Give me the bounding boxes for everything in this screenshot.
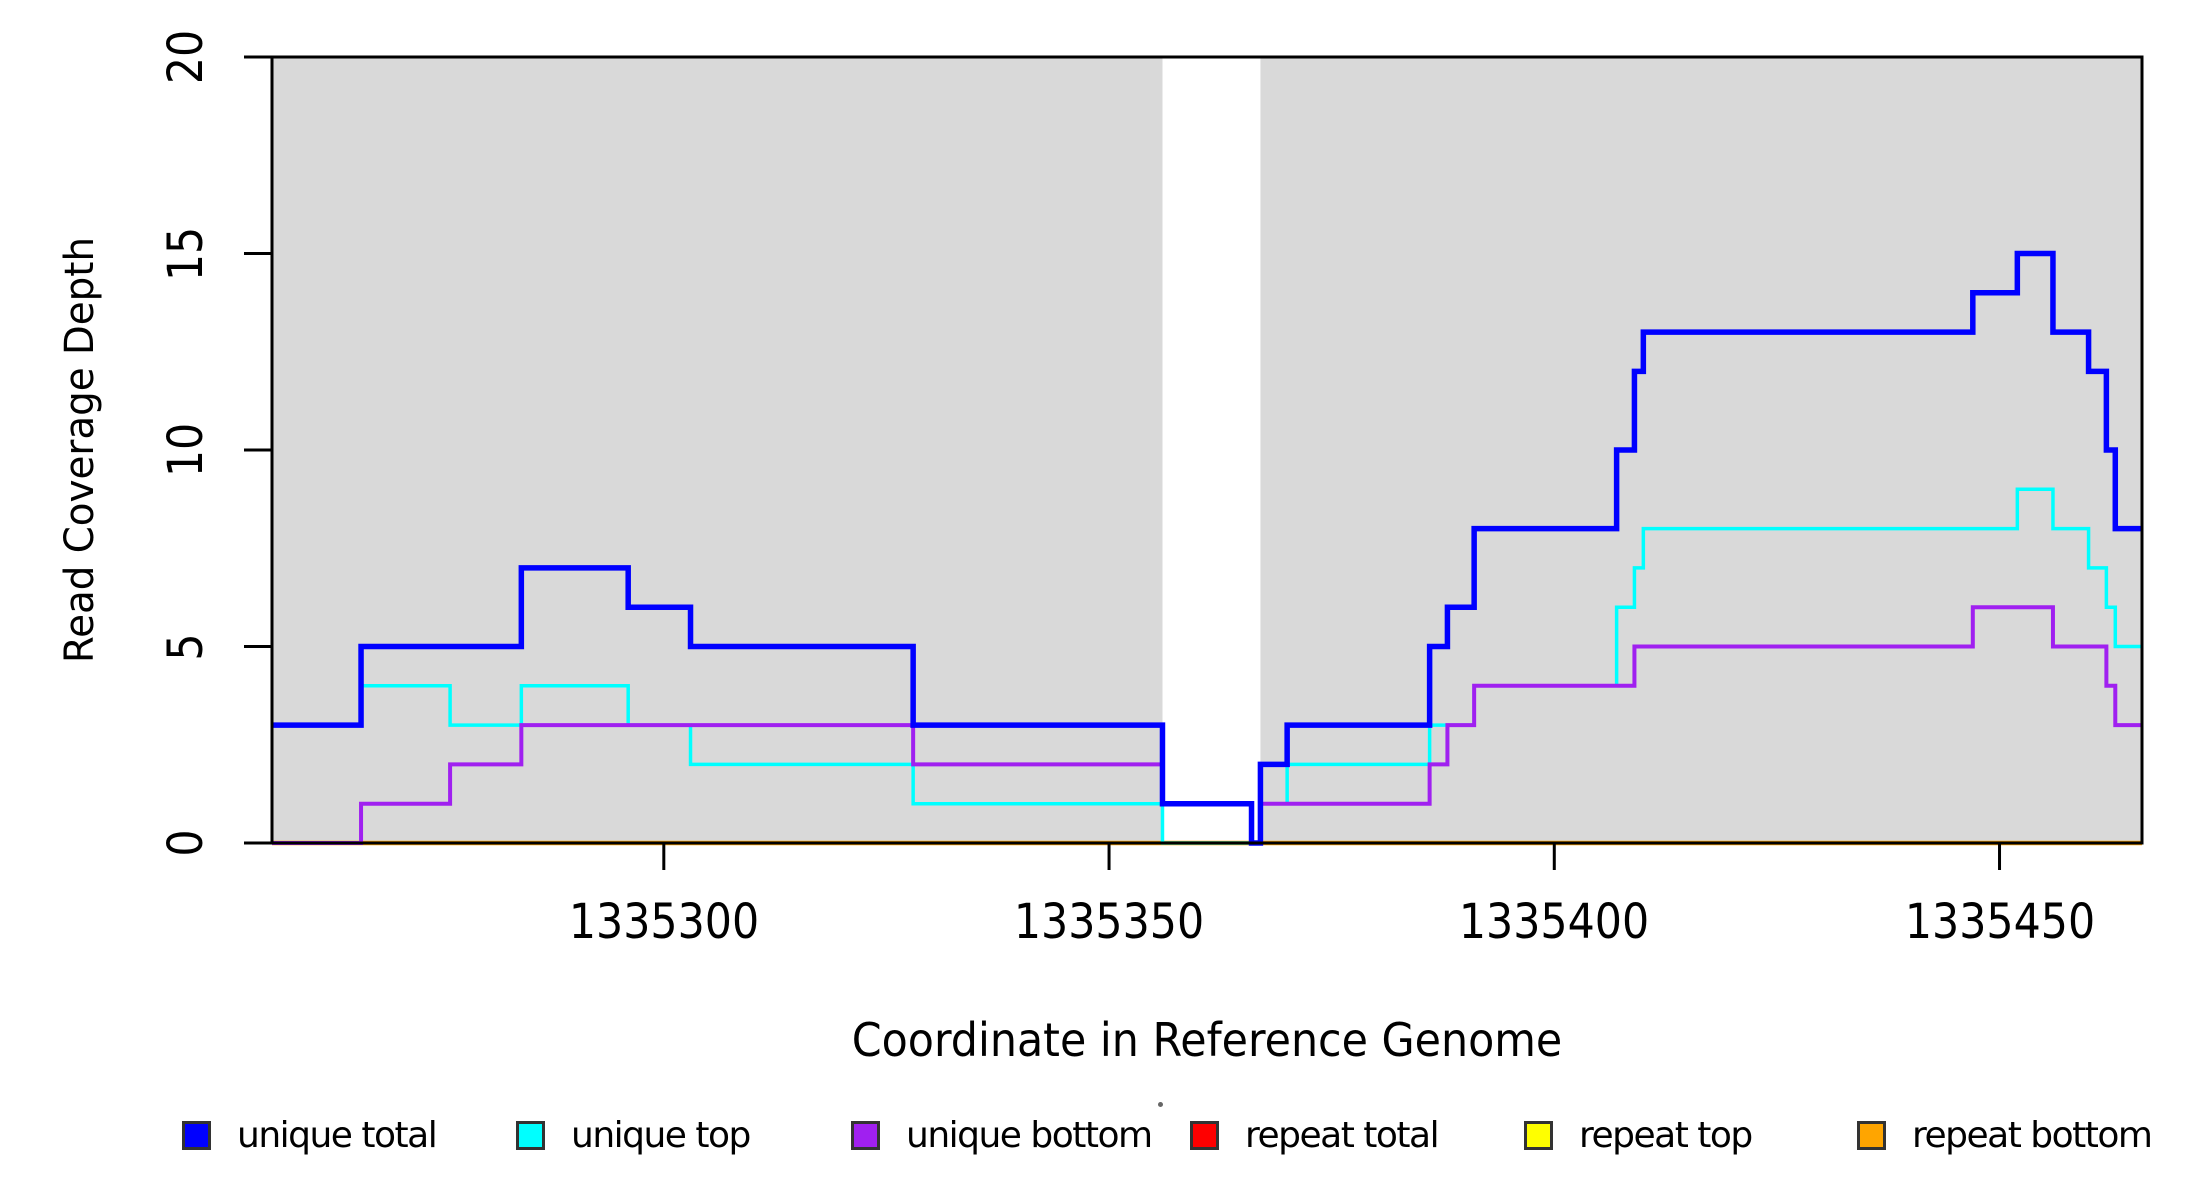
legend-swatch-icon bbox=[1857, 1120, 1886, 1150]
legend-item-unique-bottom: unique bottom bbox=[851, 1115, 1153, 1156]
x-tick-label: 1335400 bbox=[1459, 894, 1650, 950]
legend-item-repeat-top: repeat top bbox=[1524, 1115, 1753, 1156]
legend-swatch-icon bbox=[516, 1120, 545, 1150]
legend-item-unique-top: unique top bbox=[516, 1115, 751, 1156]
x-tick-label: 1335450 bbox=[1904, 894, 2095, 950]
legend-label: repeat bottom bbox=[1912, 1114, 2153, 1156]
x-tick-label: 1335300 bbox=[568, 894, 759, 950]
legend-swatch-icon bbox=[1190, 1120, 1219, 1150]
x-axis-title: Coordinate in Reference Genome bbox=[851, 1013, 1563, 1067]
legend-swatch-icon bbox=[1524, 1120, 1553, 1150]
legend-label: repeat total bbox=[1245, 1114, 1440, 1156]
y-tick-label: 5 bbox=[158, 632, 214, 661]
y-tick-label: 10 bbox=[158, 422, 214, 478]
y-tick-label: 15 bbox=[158, 226, 214, 281]
legend-item-unique-total: unique total bbox=[182, 1115, 438, 1156]
legend-swatch-icon bbox=[182, 1120, 211, 1150]
legend-label: repeat top bbox=[1579, 1114, 1753, 1156]
y-axis-title: Read Coverage Depth bbox=[57, 236, 103, 664]
stray-dot-artifact bbox=[1158, 1102, 1163, 1107]
series-line-unique-total bbox=[272, 250, 2142, 846]
shaded-region bbox=[272, 57, 1163, 843]
legend-label: unique bottom bbox=[906, 1114, 1153, 1156]
legend-item-repeat-total: repeat total bbox=[1190, 1115, 1440, 1156]
series-line-unique-bottom bbox=[272, 605, 2142, 845]
legend-label: unique total bbox=[237, 1114, 438, 1156]
legend-label: unique top bbox=[571, 1114, 751, 1156]
x-tick-label: 1335350 bbox=[1013, 894, 1205, 950]
shaded-region bbox=[1260, 57, 2142, 843]
y-tick-label: 20 bbox=[158, 29, 214, 85]
legend-swatch-icon bbox=[851, 1120, 880, 1150]
y-tick-label: 0 bbox=[158, 829, 214, 857]
legend-item-repeat-bottom: repeat bottom bbox=[1857, 1115, 2153, 1156]
